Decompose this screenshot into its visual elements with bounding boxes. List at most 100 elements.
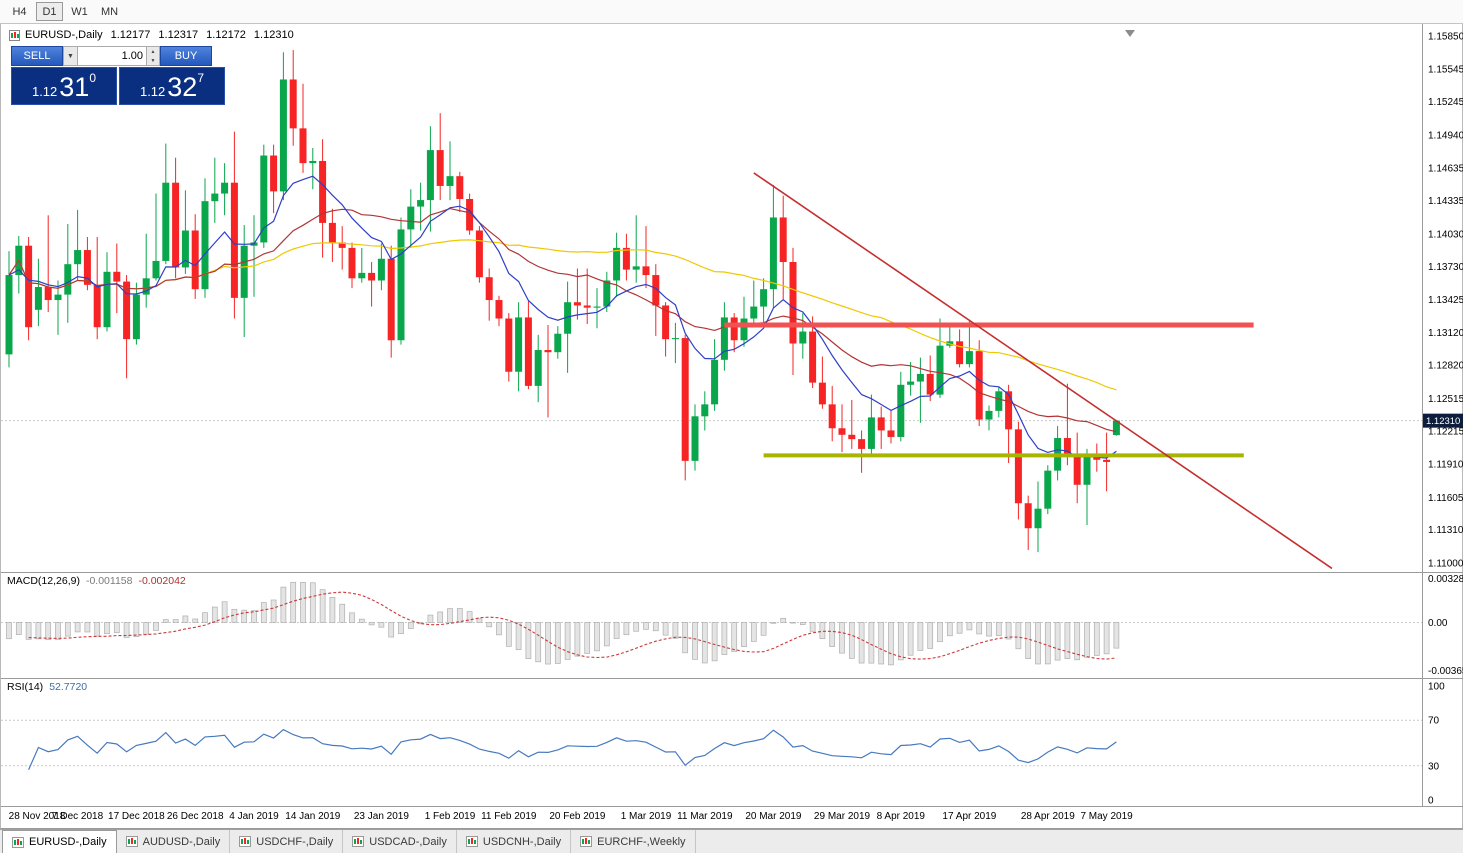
candle [201,178,209,298]
volume-stepper: ▲ ▼ [147,46,160,66]
candle [936,318,944,398]
svg-text:28 Apr 2019: 28 Apr 2019 [1021,811,1075,822]
candle [701,391,709,431]
timeframe-h4-button[interactable]: H4 [6,2,33,21]
price-axis[interactable]: 1.15850 1.15545 1.15245 1.14940 1.14635 1.143… [1423,24,1463,807]
candle [162,143,170,265]
volume-input[interactable] [78,46,147,66]
candle [387,245,395,358]
macd-main-value: -0.001158 [85,575,133,587]
svg-text:1.11310: 1.11310 [1428,525,1463,536]
chart-tab-icon [125,836,138,847]
svg-text:1.11000: 1.11000 [1428,559,1463,570]
macd-histogram [6,581,1120,666]
moving-averages-layer [8,175,1117,459]
tab-audusd-daily[interactable]: AUDUSD-,Daily [117,830,231,853]
sell-price-pips: 31 [59,72,90,102]
candle [54,280,62,335]
candle [74,209,82,281]
timeframe-mn-button[interactable]: MN [96,2,123,21]
sell-button[interactable]: SELL [11,46,63,66]
candle [789,247,797,376]
tab-label: USDCHF-,Daily [256,835,334,848]
candle [456,171,464,213]
svg-text:0: 0 [1428,796,1434,807]
svg-text:100: 100 [1428,682,1445,693]
candle [926,355,934,402]
macd-signal-value: -0.002042 [138,575,186,587]
macd-indicator-label: MACD(12,26,9) -0.001158 -0.002042 [7,575,186,587]
svg-text:30: 30 [1428,761,1440,772]
chart-tab-icon [580,836,593,847]
candle [603,271,611,312]
candle [1083,448,1091,525]
panel-separators [1,24,1463,807]
candle [279,52,287,201]
tab-label: AUDUSD-,Daily [142,835,221,848]
volume-up-icon[interactable]: ▲ [147,47,159,56]
svg-text:17 Apr 2019: 17 Apr 2019 [942,811,996,822]
chart-tab-bar: EURUSD-,Daily AUDUSD-,Daily USDCHF-,Dail… [0,829,1463,853]
buy-button[interactable]: BUY [160,46,212,66]
svg-text:17 Dec 2018: 17 Dec 2018 [108,811,165,822]
grid-lines [1,420,1423,767]
volume-down-icon[interactable]: ▼ [147,56,159,65]
candle [142,233,150,308]
one-click-trading-widget: SELL ▼ ▲ ▼ BUY 1.12 31 0 1.12 32 7 [11,46,225,105]
volume-dropdown-icon[interactable]: ▼ [63,46,78,66]
buy-price-display[interactable]: 1.12 32 7 [119,67,225,105]
svg-text:-0.003659: -0.003659 [1428,666,1463,677]
candle [691,404,699,471]
timeframe-w1-button[interactable]: W1 [66,2,93,21]
candle [720,302,728,371]
price-chart-plot[interactable]: 1.15850 1.15545 1.15245 1.14940 1.14635 1.143… [1,24,1463,829]
candle [191,214,199,299]
candle [466,193,474,235]
candle [64,223,72,323]
candle [711,339,719,411]
chart-tab-icon [465,836,478,847]
candle [662,302,670,357]
svg-text:26 Dec 2018: 26 Dec 2018 [167,811,224,822]
candle [769,184,777,308]
svg-text:28 Nov 2018: 28 Nov 2018 [9,811,66,822]
candle [1014,421,1022,520]
candle [593,288,601,329]
candle [358,247,366,283]
candle [495,295,503,327]
candle [809,316,817,389]
sell-price-display[interactable]: 1.12 31 0 [11,67,117,105]
chart-title: EURUSD-,Daily 1.12177 1.12317 1.12172 1.… [9,29,294,41]
candle [123,275,131,379]
candle [554,326,562,359]
candle [221,163,229,216]
candle [172,157,180,279]
candle [564,281,572,373]
timeframe-d1-button[interactable]: D1 [36,2,63,21]
tab-eurchf-weekly[interactable]: EURCHF-,Weekly [571,830,696,853]
tab-usdcnh-daily[interactable]: USDCNH-,Daily [457,830,572,853]
candle [25,237,33,341]
chart-shift-marker-icon[interactable] [1125,30,1135,37]
candle [93,237,101,340]
quote-close: 1.12310 [253,29,294,41]
macd-name: MACD(12,26,9) [7,575,80,587]
svg-text:1.13730: 1.13730 [1428,262,1463,273]
buy-price-base: 1.12 [139,84,166,99]
candle [818,356,826,409]
svg-text:70: 70 [1428,716,1440,727]
tab-eurusd-daily[interactable]: EURUSD-,Daily [2,830,117,853]
ma-mid-line [8,207,1117,433]
candles-layer [5,50,1120,553]
candle [779,195,787,299]
tab-label: USDCNH-,Daily [482,835,562,848]
candle [260,144,268,248]
tab-usdcad-daily[interactable]: USDCAD-,Daily [343,830,457,853]
candle [417,182,425,231]
candle [965,319,973,368]
svg-text:1.11910: 1.11910 [1428,460,1463,471]
tab-usdchf-daily[interactable]: USDCHF-,Daily [230,830,344,853]
svg-text:29 Mar 2019: 29 Mar 2019 [814,811,871,822]
chart-objects-layer[interactable] [724,172,1333,570]
